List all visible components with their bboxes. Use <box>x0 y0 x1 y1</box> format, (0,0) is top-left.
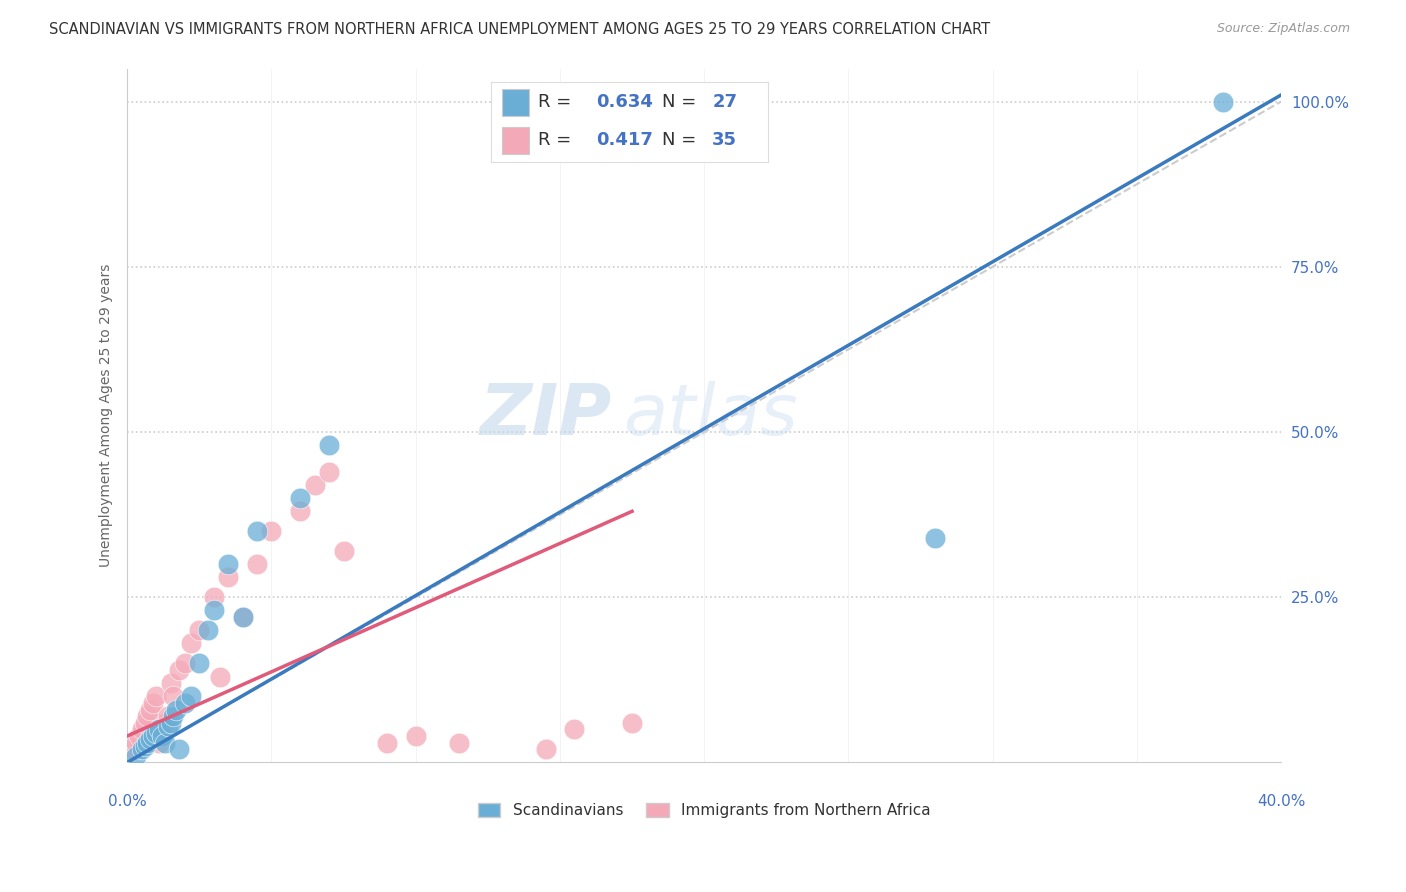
Point <box>180 636 202 650</box>
Point <box>128 729 150 743</box>
Point <box>260 524 283 538</box>
Point <box>167 742 190 756</box>
Point <box>159 715 181 730</box>
Point <box>246 557 269 571</box>
Point <box>202 603 225 617</box>
Point <box>167 663 190 677</box>
Point <box>122 742 145 756</box>
Text: atlas: atlas <box>623 381 799 450</box>
Point <box>131 723 153 737</box>
Point <box>131 742 153 756</box>
Text: Source: ZipAtlas.com: Source: ZipAtlas.com <box>1216 22 1350 36</box>
Point <box>139 702 162 716</box>
Point <box>150 729 173 743</box>
Point <box>162 690 184 704</box>
Point <box>174 657 197 671</box>
Point <box>134 739 156 753</box>
Point <box>197 624 219 638</box>
Point <box>188 657 211 671</box>
Point <box>180 690 202 704</box>
Point <box>174 696 197 710</box>
Point <box>447 736 470 750</box>
Point <box>534 742 557 756</box>
Point <box>125 748 148 763</box>
Point <box>332 544 354 558</box>
Point <box>148 736 170 750</box>
Point <box>232 610 254 624</box>
Point <box>145 690 167 704</box>
Point <box>188 624 211 638</box>
Point <box>159 676 181 690</box>
Point <box>156 719 179 733</box>
Point <box>290 504 312 518</box>
Point <box>142 729 165 743</box>
Point <box>405 729 427 743</box>
Point <box>217 557 239 571</box>
Point <box>142 696 165 710</box>
Text: 40.0%: 40.0% <box>1257 794 1305 809</box>
Text: ZIP: ZIP <box>479 381 612 450</box>
Point <box>318 465 340 479</box>
Point <box>564 723 586 737</box>
Point <box>208 669 231 683</box>
Point <box>136 736 159 750</box>
Point <box>153 715 176 730</box>
Point <box>217 570 239 584</box>
Point <box>145 725 167 739</box>
Point <box>134 715 156 730</box>
Point <box>232 610 254 624</box>
Point <box>162 709 184 723</box>
Y-axis label: Unemployment Among Ages 25 to 29 years: Unemployment Among Ages 25 to 29 years <box>100 264 114 567</box>
Point <box>924 531 946 545</box>
Point <box>136 709 159 723</box>
Point <box>139 732 162 747</box>
Point <box>153 736 176 750</box>
Point <box>1212 95 1234 109</box>
Point <box>621 715 644 730</box>
Point <box>304 478 326 492</box>
Point <box>150 723 173 737</box>
Point <box>202 591 225 605</box>
Point <box>125 736 148 750</box>
Point <box>318 438 340 452</box>
Point <box>246 524 269 538</box>
Point <box>290 491 312 505</box>
Text: 0.0%: 0.0% <box>108 794 146 809</box>
Text: SCANDINAVIAN VS IMMIGRANTS FROM NORTHERN AFRICA UNEMPLOYMENT AMONG AGES 25 TO 29: SCANDINAVIAN VS IMMIGRANTS FROM NORTHERN… <box>49 22 990 37</box>
Point <box>375 736 398 750</box>
Point <box>148 723 170 737</box>
Point <box>156 709 179 723</box>
Legend: Scandinavians, Immigrants from Northern Africa: Scandinavians, Immigrants from Northern … <box>471 797 936 824</box>
Point <box>165 702 187 716</box>
